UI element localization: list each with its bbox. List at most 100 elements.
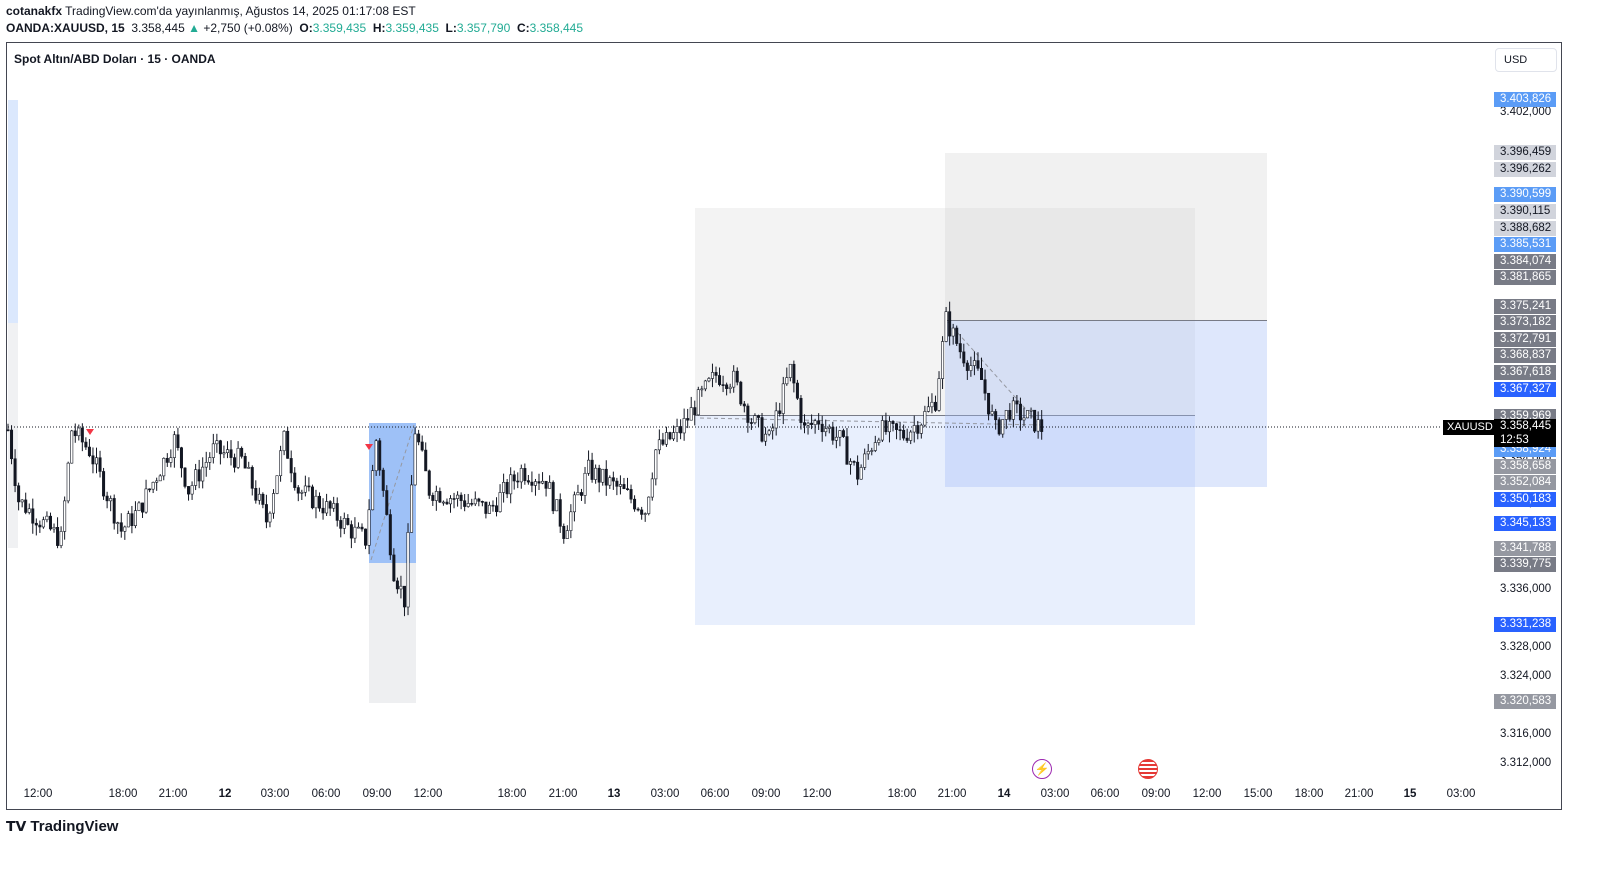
candle-up [282, 430, 286, 452]
candle-down [997, 419, 1001, 435]
time-label: 15:00 [1243, 788, 1273, 800]
tradingview-logo[interactable]: 𝗧𝗩 TradingView [6, 818, 118, 835]
candle-down [976, 360, 980, 369]
candle-up [866, 450, 870, 455]
candle-up [764, 433, 768, 442]
candle-up [1036, 419, 1040, 432]
short-position-stop[interactable] [945, 320, 1267, 487]
time-label: 15 [1403, 788, 1417, 800]
dashed-trend-line [370, 424, 415, 561]
candle-down [633, 498, 637, 510]
candle-up [502, 481, 506, 493]
candle-up [441, 501, 445, 504]
candle-down [933, 401, 937, 411]
ohlc-legend: OANDA:XAUUSD, 15 3.358,445 ▲ +2,750 (+0.… [6, 21, 583, 35]
candle-down [530, 481, 534, 486]
long-position-stop[interactable] [695, 415, 1195, 625]
price-tick: 3.328,000 [1500, 641, 1552, 654]
candle-down [686, 418, 690, 421]
candle-down [979, 367, 983, 380]
time-label: 12:00 [1192, 788, 1222, 800]
high-value: 3.359,435 [385, 21, 439, 35]
candle-down [286, 430, 290, 459]
candle-up [268, 512, 272, 523]
candle-down [523, 468, 527, 481]
candle-down [484, 501, 488, 514]
chart-frame[interactable] [6, 42, 1562, 810]
candle-down [1040, 419, 1044, 432]
candle-up [919, 424, 923, 434]
price-label: 3.385,531 [1494, 237, 1556, 253]
candle-down [756, 415, 760, 418]
lightning-event-icon[interactable]: ⚡ [1032, 759, 1052, 779]
candle-down [962, 351, 966, 364]
candle-up [990, 411, 994, 415]
candle-up [583, 472, 587, 496]
author[interactable]: cotanakfx [6, 4, 63, 18]
candle-down [987, 392, 991, 415]
candle-up [672, 432, 676, 440]
candle-up [300, 491, 304, 494]
price-label: 3.375,241 [1494, 298, 1556, 314]
candle-up [20, 499, 24, 503]
candle-up [650, 478, 654, 498]
candle-down [983, 379, 987, 394]
left-range-blue[interactable] [8, 100, 18, 323]
time-label: 06:00 [1090, 788, 1120, 800]
candle-down [512, 474, 516, 482]
candle-up [541, 480, 545, 484]
price-label: 3.367,327 [1494, 381, 1556, 397]
candle-up [236, 447, 240, 468]
price-tick: 3.312,000 [1500, 756, 1552, 769]
candle-up [937, 378, 941, 411]
candle-down [310, 486, 314, 509]
candle-up [944, 311, 948, 342]
candle-up [137, 502, 141, 511]
candle-up [466, 503, 470, 507]
candle-down [119, 522, 123, 532]
candle-down [254, 488, 258, 501]
short-position-target[interactable] [945, 153, 1267, 320]
candle-up [374, 440, 378, 472]
candle-down [452, 498, 456, 500]
candle-down [795, 382, 799, 399]
candle-up [215, 440, 219, 445]
candle-up [172, 434, 176, 458]
candle-down [24, 499, 28, 513]
candle-up [498, 492, 502, 513]
candle-down [477, 498, 481, 502]
candle-down [948, 311, 952, 337]
us-flag-event-icon[interactable] [1138, 759, 1158, 779]
candle-up [877, 439, 881, 443]
candle-up [951, 327, 955, 337]
candle-down [891, 421, 895, 424]
candle-up [728, 386, 732, 389]
candle-down [856, 461, 860, 480]
price-label: 3.381,865 [1494, 270, 1556, 286]
candle-down [34, 522, 38, 526]
candle-up [873, 442, 877, 451]
price-change: +2,750 (+0.08%) [203, 21, 293, 35]
candle-down [994, 411, 998, 421]
candle-down [760, 417, 764, 442]
candle-down [958, 343, 962, 353]
candle-down [721, 384, 725, 386]
candle-up [555, 499, 559, 512]
candle-up [162, 457, 166, 477]
candle-up [654, 449, 658, 480]
candle-down [902, 429, 906, 439]
open-value: 3.359,435 [312, 21, 367, 35]
current-price: 3.358,445 [1500, 420, 1552, 432]
candle-up [689, 407, 693, 421]
currency-button[interactable]: USD [1495, 48, 1557, 72]
candle-up [696, 389, 700, 416]
candle-up [587, 459, 591, 474]
candle-down [183, 467, 187, 487]
candle-down [176, 434, 180, 449]
candle-down [597, 467, 601, 483]
price-label: 3.372,791 [1494, 331, 1556, 347]
candle-up [849, 461, 853, 465]
candle-up [371, 470, 375, 511]
candle-down [725, 384, 729, 389]
